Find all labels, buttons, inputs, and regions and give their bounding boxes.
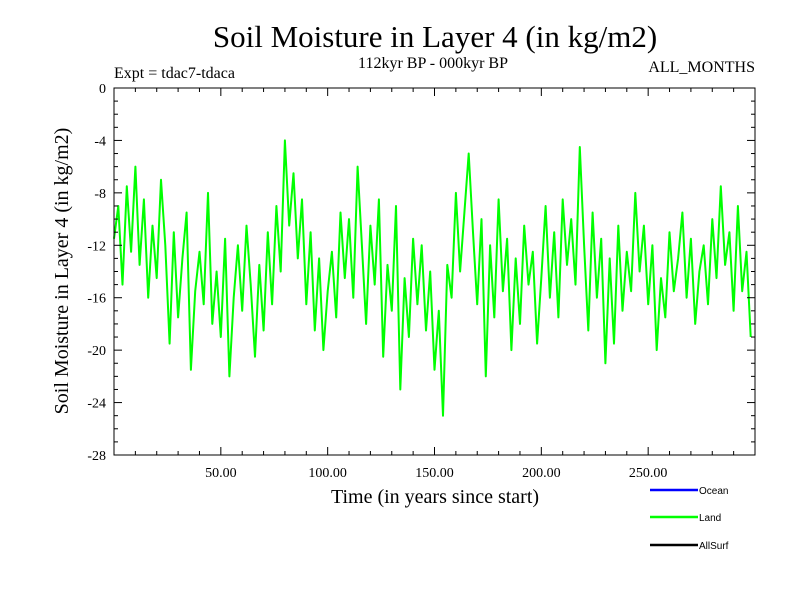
- y-tick-label: -16: [87, 292, 106, 307]
- y-tick-label: -20: [87, 344, 106, 359]
- y-tick-label: -12: [87, 239, 106, 254]
- y-tick-label: -4: [94, 134, 106, 149]
- y-tick-label: -24: [87, 397, 106, 412]
- x-tick-label: 250.00: [629, 466, 668, 481]
- period-label: 112kyr BP - 000kyr BP: [358, 55, 508, 72]
- months-label: ALL_MONTHS: [648, 59, 755, 76]
- y-axis-label: Soil Moisture in Layer 4 (in kg/m2): [51, 128, 73, 415]
- y-tick-label: -8: [94, 187, 106, 202]
- legend-land-label: Land: [699, 513, 721, 524]
- legend: Ocean Land AllSurf: [650, 486, 729, 552]
- x-tick-label: 50.00: [205, 466, 237, 481]
- x-tick-label: 200.00: [522, 466, 561, 481]
- x-axis-label: Time (in years since start): [331, 486, 539, 508]
- chart-title: Soil Moisture in Layer 4 (in kg/m2): [213, 19, 657, 54]
- y-tick-label: -28: [87, 449, 106, 464]
- ticks-layer: 50.00 100.00 150.00 200.00 250.00 0 -4 -8 -12 -16…: [87, 82, 755, 481]
- plot-frame: [113, 87, 756, 456]
- series-layer: [113, 139, 752, 417]
- legend-allsurf-label: AllSurf: [699, 541, 729, 552]
- x-tick-label: 150.00: [415, 466, 454, 481]
- legend-ocean-label: Ocean: [699, 486, 728, 497]
- y-tick-label: 0: [99, 82, 106, 97]
- experiment-label: Expt = tdac7-tdaca: [114, 65, 235, 82]
- series-line-land: [113, 139, 752, 417]
- x-tick-label: 100.00: [308, 466, 347, 481]
